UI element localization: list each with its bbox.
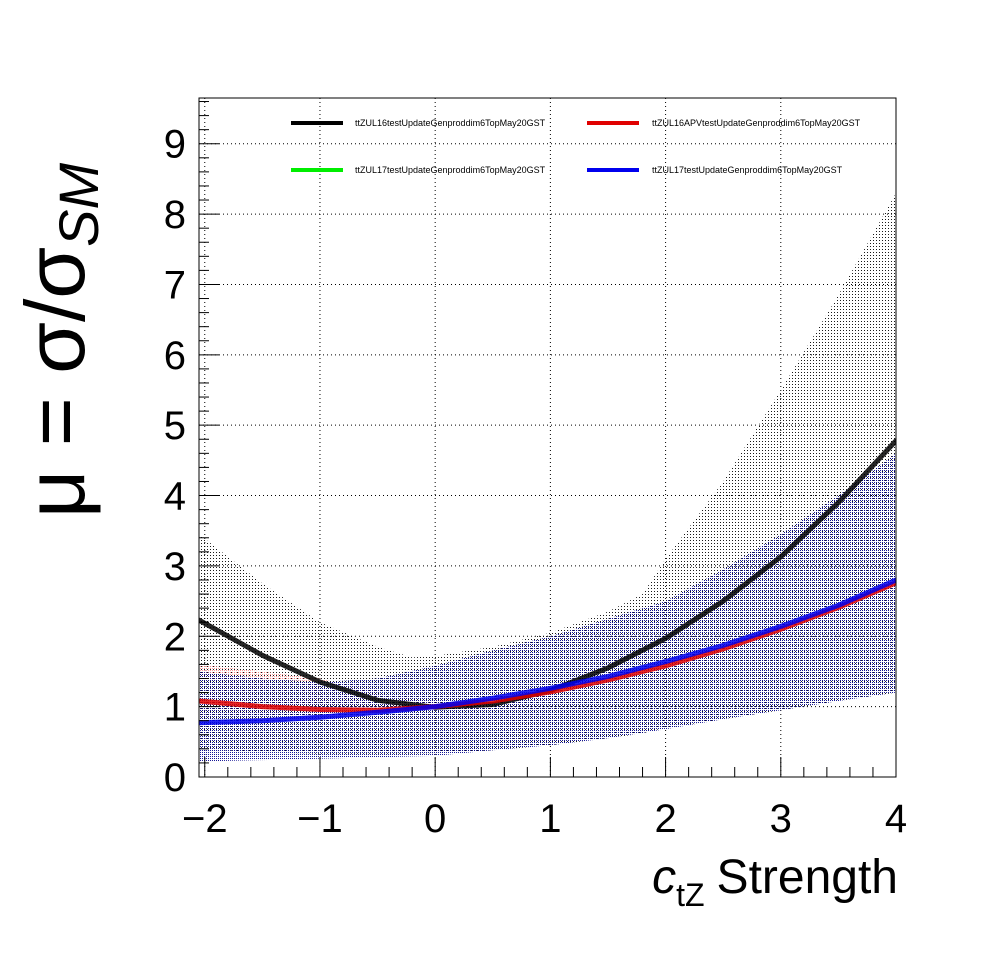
x-axis-title-subscript: tZ bbox=[676, 877, 704, 913]
y-tick-label-4: 4 bbox=[164, 475, 186, 519]
y-tick-label-9: 9 bbox=[164, 123, 186, 167]
x-tick-label-0: −2 bbox=[182, 797, 228, 841]
legend-label-2: ttZUL16APVtestUpdateGenproddim6TopMay20G… bbox=[652, 118, 861, 128]
x-tick-label-1: −1 bbox=[297, 797, 343, 841]
y-tick-label-0: 0 bbox=[164, 756, 186, 800]
y-tick-label-3: 3 bbox=[164, 545, 186, 589]
series-lines bbox=[199, 438, 896, 726]
x-axis-title-text: Strength bbox=[717, 851, 898, 904]
x-tick-labels: −2 −1 0 1 2 3 4 bbox=[182, 797, 907, 841]
x-axis-title-symbol: c bbox=[652, 851, 676, 904]
y-axis-title-subscript: SM bbox=[47, 162, 110, 246]
y-tick-label-1: 1 bbox=[164, 686, 186, 730]
series-line-3 bbox=[199, 577, 896, 726]
uncertainty-band-2 bbox=[199, 453, 896, 762]
y-tick-label-8: 8 bbox=[164, 193, 186, 237]
x-axis-title: ctZ Strength bbox=[652, 851, 898, 913]
y-tick-label-5: 5 bbox=[164, 404, 186, 448]
series-line-1 bbox=[199, 580, 896, 713]
legend-entry-4: ttZUL17testUpdateGenproddim6TopMay20GST bbox=[587, 165, 843, 175]
legend-label-1: ttZUL16testUpdateGenproddim6TopMay20GST bbox=[355, 118, 546, 128]
y-tick-label-6: 6 bbox=[164, 334, 186, 378]
x-tick-label-5: 3 bbox=[770, 797, 792, 841]
legend: ttZUL16testUpdateGenproddim6TopMay20GST … bbox=[291, 118, 861, 175]
y-axis-title-text: μ = σ/σ bbox=[8, 247, 102, 518]
y-axis-title: μ = σ/σSM bbox=[8, 162, 110, 518]
legend-entry-2: ttZUL16APVtestUpdateGenproddim6TopMay20G… bbox=[587, 118, 861, 128]
legend-entry-1: ttZUL16testUpdateGenproddim6TopMay20GST bbox=[291, 118, 546, 128]
axis-ticks bbox=[199, 101, 897, 778]
x-tick-label-4: 2 bbox=[654, 797, 676, 841]
x-tick-label-6: 4 bbox=[885, 797, 907, 841]
legend-label-3: ttZUL17testUpdateGenproddim6TopMay20GST bbox=[355, 165, 546, 175]
y-tick-label-2: 2 bbox=[164, 615, 186, 659]
y-tick-labels: 0 1 2 3 4 5 6 7 8 9 bbox=[164, 123, 186, 800]
y-tick-label-7: 7 bbox=[164, 263, 186, 307]
legend-entry-3: ttZUL17testUpdateGenproddim6TopMay20GST bbox=[291, 165, 546, 175]
plot-frame bbox=[198, 97, 897, 778]
legend-label-4: ttZUL17testUpdateGenproddim6TopMay20GST bbox=[652, 165, 843, 175]
x-tick-label-2: 0 bbox=[424, 797, 446, 841]
x-tick-label-3: 1 bbox=[539, 797, 561, 841]
